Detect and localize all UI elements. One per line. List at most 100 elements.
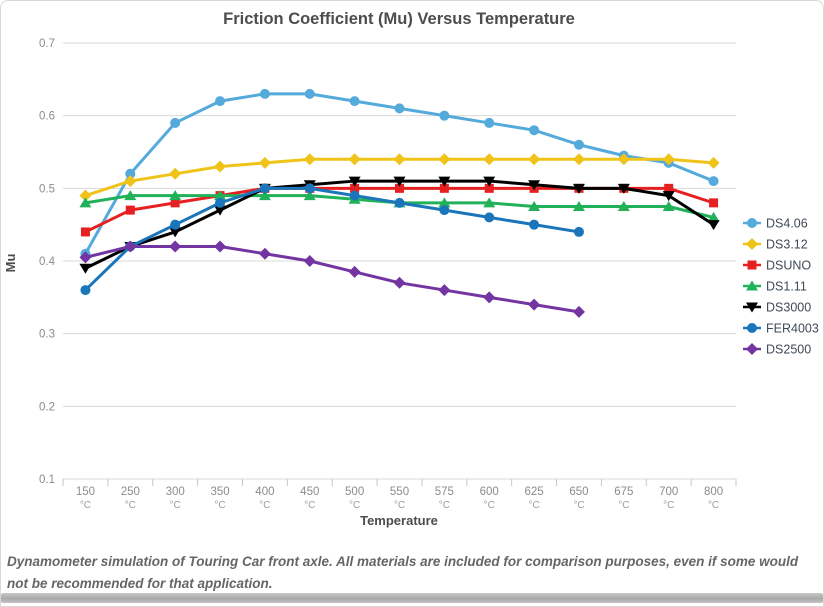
data-point-FER4003[interactable] — [484, 212, 495, 223]
legend-marker-circle-icon[interactable] — [747, 323, 757, 333]
data-point-DS4.06[interactable] — [215, 96, 226, 107]
data-point-DS1.11[interactable] — [617, 201, 630, 211]
data-point-DS2500[interactable] — [79, 251, 92, 264]
data-point-FER4003[interactable] — [349, 190, 360, 201]
data-point-DS1.11[interactable] — [662, 201, 675, 211]
data-point-DS4.06[interactable] — [349, 96, 360, 107]
data-point-DSUNO[interactable] — [80, 227, 90, 237]
data-point-DS4.06[interactable] — [529, 125, 540, 136]
data-point-DS3.12[interactable] — [124, 175, 137, 188]
data-point-DS1.11[interactable] — [124, 190, 137, 201]
data-point-DS3.12[interactable] — [393, 153, 406, 166]
data-point-DS3000[interactable] — [79, 263, 92, 274]
legend-marker-circle-icon[interactable] — [747, 218, 757, 228]
data-point-DS2500[interactable] — [124, 240, 137, 253]
data-point-DS3000[interactable] — [438, 176, 451, 187]
data-point-DS4.06[interactable] — [484, 117, 495, 128]
legend-marker-triangle-down-icon[interactable] — [746, 302, 758, 313]
data-point-DS1.11[interactable] — [572, 201, 585, 211]
data-point-DS4.06[interactable] — [573, 139, 584, 150]
data-point-DS4.06[interactable] — [170, 117, 181, 128]
data-point-DS3000[interactable] — [617, 183, 630, 194]
data-point-DS2500[interactable] — [438, 284, 451, 297]
data-point-DS4.06[interactable] — [708, 176, 719, 187]
data-point-DS3.12[interactable] — [528, 153, 541, 166]
data-point-DSUNO[interactable] — [350, 183, 360, 193]
data-point-DS3000[interactable] — [348, 176, 361, 187]
data-point-DS3000[interactable] — [662, 191, 675, 202]
data-point-FER4003[interactable] — [259, 183, 270, 194]
data-point-DSUNO[interactable] — [664, 183, 674, 193]
data-point-FER4003[interactable] — [215, 197, 226, 208]
data-point-DS1.11[interactable] — [258, 190, 271, 201]
data-point-DS1.11[interactable] — [214, 190, 227, 201]
data-point-DS3.12[interactable] — [662, 153, 675, 166]
legend-item-DS3000[interactable]: DS3000 — [743, 301, 811, 315]
data-point-FER4003[interactable] — [529, 219, 540, 230]
data-point-DS4.06[interactable] — [259, 88, 270, 99]
legend-item-DS2500[interactable]: DS2500 — [743, 343, 811, 357]
data-point-DS4.06[interactable] — [125, 168, 136, 179]
data-point-FER4003[interactable] — [394, 197, 405, 208]
data-point-DS2500[interactable] — [348, 265, 361, 278]
data-point-DS2500[interactable] — [303, 255, 316, 267]
data-point-DS3.12[interactable] — [483, 153, 496, 166]
legend-item-FER4003[interactable]: FER4003 — [743, 322, 819, 336]
legend-item-DSUNO[interactable]: DSUNO — [743, 259, 811, 273]
data-point-DSUNO[interactable] — [395, 183, 404, 193]
data-point-DS3000[interactable] — [169, 227, 182, 238]
data-point-DS3000[interactable] — [483, 176, 496, 187]
data-point-DS1.11[interactable] — [483, 197, 496, 208]
data-point-DSUNO[interactable] — [709, 198, 719, 208]
data-point-DSUNO[interactable] — [484, 183, 494, 193]
data-point-DS2500[interactable] — [528, 298, 541, 311]
data-point-DS3.12[interactable] — [214, 160, 227, 173]
data-point-FER4003[interactable] — [573, 226, 584, 237]
data-point-DS3000[interactable] — [707, 220, 720, 231]
data-point-DS4.06[interactable] — [304, 88, 315, 99]
data-point-DS1.11[interactable] — [528, 201, 541, 211]
data-point-DS3000[interactable] — [528, 180, 541, 191]
data-point-FER4003[interactable] — [170, 219, 181, 230]
data-point-DS2500[interactable] — [214, 240, 227, 253]
data-point-DS2500[interactable] — [169, 240, 182, 253]
data-point-DSUNO[interactable] — [170, 198, 180, 208]
bottom-scrollbar[interactable] — [1, 593, 823, 603]
legend-item-DS3.12[interactable]: DS3.12 — [743, 238, 808, 252]
data-point-DS1.11[interactable] — [707, 211, 720, 222]
data-point-DS2500[interactable] — [258, 247, 271, 260]
data-point-DS1.11[interactable] — [79, 197, 92, 208]
data-point-DS3.12[interactable] — [348, 153, 361, 166]
data-point-DS3.12[interactable] — [707, 156, 720, 169]
x-tick-label: 600 — [480, 486, 499, 498]
legend-item-DS1.11[interactable]: DS1.11 — [743, 280, 807, 294]
data-point-DS4.06[interactable] — [394, 103, 405, 114]
data-point-DS1.11[interactable] — [169, 190, 182, 201]
data-point-DSUNO[interactable] — [439, 183, 449, 193]
data-point-DS4.06[interactable] — [439, 110, 450, 121]
data-point-DS3.12[interactable] — [303, 153, 316, 166]
data-point-DS3.12[interactable] — [438, 153, 451, 166]
data-point-DS2500[interactable] — [483, 291, 496, 304]
legend-marker-diamond-icon[interactable] — [746, 238, 758, 250]
data-point-DS2500[interactable] — [393, 276, 406, 289]
data-point-DS3000[interactable] — [393, 176, 406, 187]
legend-marker-diamond-icon[interactable] — [746, 343, 758, 355]
data-point-DS3.12[interactable] — [572, 153, 585, 166]
legend-item-DS4.06[interactable]: DS4.06 — [743, 217, 808, 231]
data-point-DS3000[interactable] — [572, 183, 585, 194]
data-point-FER4003[interactable] — [304, 183, 315, 194]
data-point-DS3.12[interactable] — [79, 189, 92, 202]
data-point-FER4003[interactable] — [80, 285, 91, 296]
data-point-DS1.11[interactable] — [303, 190, 316, 201]
legend-marker-square-icon[interactable] — [747, 260, 757, 270]
data-point-DS3.12[interactable] — [169, 167, 182, 180]
data-point-DS3.12[interactable] — [617, 153, 630, 166]
data-point-DSUNO[interactable] — [125, 205, 135, 215]
data-point-DS2500[interactable] — [572, 305, 585, 318]
data-point-DS1.11[interactable] — [438, 197, 451, 208]
data-point-DS3.12[interactable] — [258, 156, 271, 169]
data-point-DS3000[interactable] — [214, 205, 227, 216]
data-point-FER4003[interactable] — [439, 205, 450, 216]
legend-marker-triangle-up-icon[interactable] — [746, 280, 758, 291]
